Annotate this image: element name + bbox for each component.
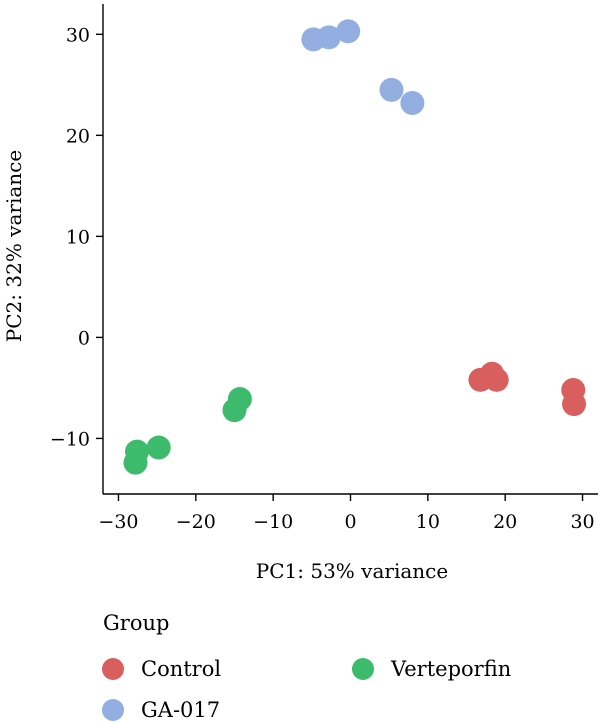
y-axis-label: PC2: 32% variance <box>2 150 26 342</box>
legend-swatch-control <box>102 658 124 680</box>
point-ga-017 <box>379 77 404 102</box>
x-tick-label: 0 <box>344 511 356 533</box>
x-tick-label: 20 <box>493 511 517 533</box>
point-ga-017 <box>316 25 341 50</box>
point-ga-017 <box>400 91 425 116</box>
y-tick-label: 20 <box>66 125 90 147</box>
x-tick-label: 10 <box>416 511 440 533</box>
x-tick-label: −30 <box>98 511 138 533</box>
legend-label-verteporfin: Verteporfin <box>390 657 511 681</box>
y-tick-label: −10 <box>50 428 90 450</box>
legend-title: Group <box>103 611 169 635</box>
y-tick-label: 0 <box>78 327 90 349</box>
legend-swatch-verteporfin <box>352 658 374 680</box>
y-tick-label: 10 <box>66 226 90 248</box>
x-axis-label: PC1: 53% variance <box>256 559 448 583</box>
point-control <box>562 392 587 417</box>
point-verteporfin <box>222 398 247 423</box>
point-verteporfin <box>123 450 148 475</box>
point-verteporfin <box>146 435 171 460</box>
x-tick-label: −20 <box>176 511 216 533</box>
x-tick-label: 30 <box>570 511 594 533</box>
legend-label-control: Control <box>141 657 221 681</box>
legend-label-ga-017: GA-017 <box>141 698 220 722</box>
y-tick-label: 30 <box>66 24 90 46</box>
legend-swatch-ga-017 <box>102 699 124 721</box>
point-ga-017 <box>336 19 361 44</box>
x-tick-label: −10 <box>253 511 293 533</box>
point-control <box>484 367 509 392</box>
